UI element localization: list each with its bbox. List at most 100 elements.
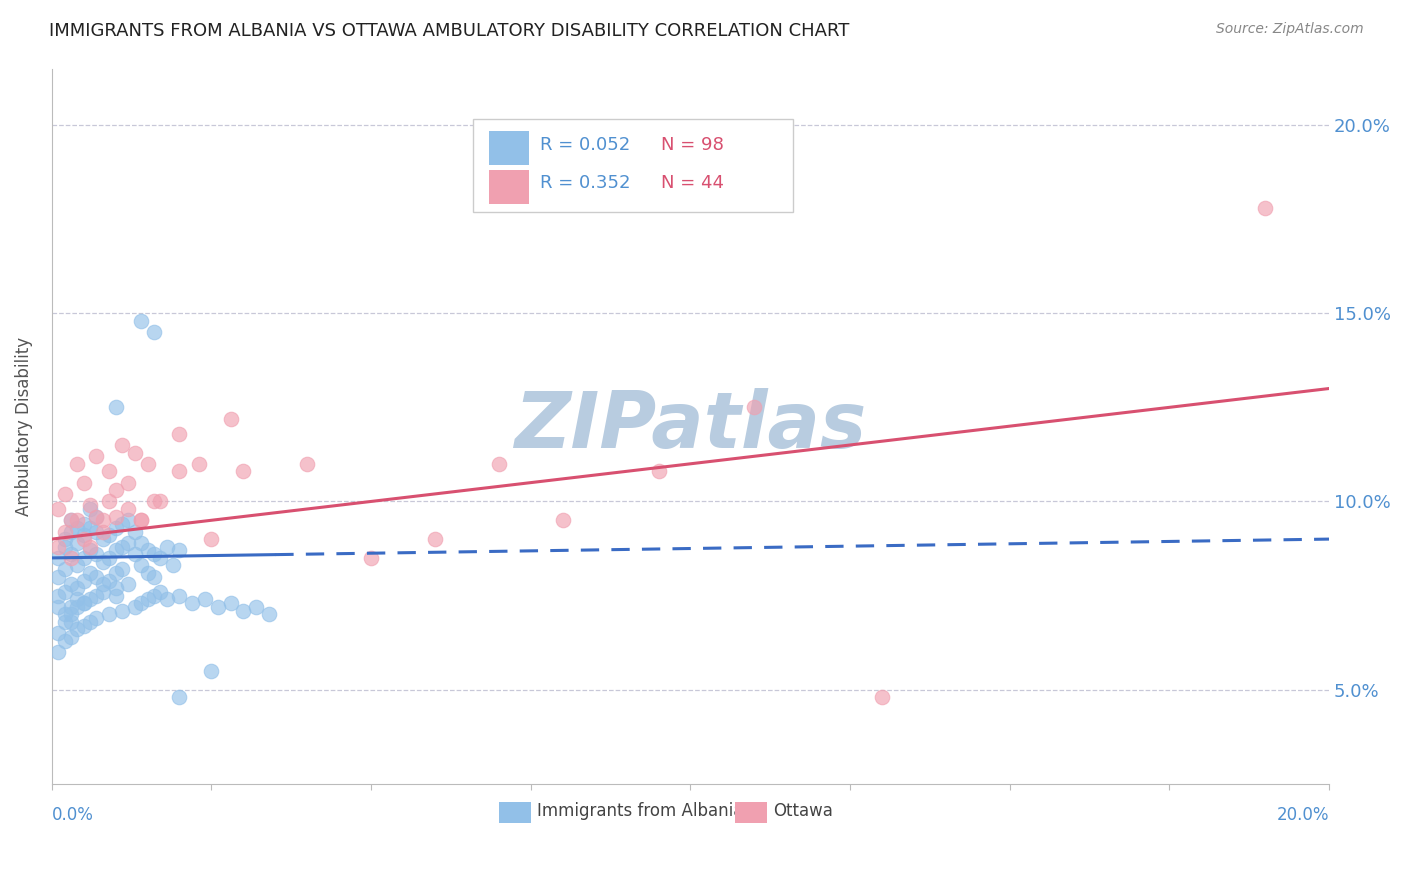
Point (66, 513, 89, 527)
Point (169, 426, 191, 441)
Point (117, 475, 139, 490)
Point (91, 584, 114, 599)
Point (73, 550, 96, 565)
Point (142, 570, 165, 584)
Point (73, 596, 96, 610)
FancyBboxPatch shape (474, 119, 793, 211)
Point (169, 464, 191, 478)
Point (257, 607, 280, 622)
Point (98, 574, 121, 588)
Point (98, 528, 121, 542)
Point (79, 540, 101, 554)
Point (86, 570, 108, 584)
Text: IMMIGRANTS FROM ALBANIA VS OTTAWA AMBULATORY DISABILITY CORRELATION CHART: IMMIGRANTS FROM ALBANIA VS OTTAWA AMBULA… (49, 22, 849, 40)
Point (79, 502, 101, 516)
Point (59, 513, 82, 527)
Point (181, 596, 204, 610)
Point (86, 509, 108, 524)
Point (53, 615, 76, 629)
Point (59, 547, 82, 561)
Point (129, 596, 152, 610)
Text: Immigrants from Albania: Immigrants from Albania (537, 802, 744, 820)
Point (79, 615, 101, 629)
Point (117, 577, 139, 591)
Point (98, 464, 121, 478)
Point (219, 596, 242, 610)
Point (59, 615, 82, 629)
Point (53, 532, 76, 546)
Point (169, 690, 191, 705)
Point (232, 464, 254, 478)
Point (647, 464, 669, 478)
Text: Source: ZipAtlas.com: Source: ZipAtlas.com (1216, 22, 1364, 37)
Point (136, 566, 159, 580)
Point (232, 604, 254, 618)
Point (86, 611, 108, 625)
Point (73, 532, 96, 546)
Point (870, 690, 893, 705)
Point (104, 566, 127, 580)
Point (79, 543, 101, 558)
Text: 0.0%: 0.0% (52, 806, 94, 824)
Point (111, 540, 134, 554)
Point (66, 457, 89, 471)
Point (200, 664, 222, 678)
Point (142, 325, 165, 339)
Point (149, 584, 172, 599)
Point (73, 475, 96, 490)
Point (162, 558, 184, 573)
Point (66, 558, 89, 573)
Point (111, 438, 134, 452)
Point (104, 589, 127, 603)
Point (149, 494, 172, 508)
Point (53, 607, 76, 622)
Point (169, 589, 191, 603)
Point (46, 599, 69, 614)
Y-axis label: Ambulatory Disability: Ambulatory Disability (15, 336, 32, 516)
Point (46, 502, 69, 516)
Point (86, 450, 108, 464)
Point (219, 411, 242, 425)
Point (124, 445, 146, 459)
Point (66, 521, 89, 535)
Point (156, 592, 179, 607)
Point (53, 540, 76, 554)
Text: Ottawa: Ottawa (773, 802, 834, 820)
Point (297, 457, 319, 471)
Point (66, 623, 89, 637)
Point (86, 589, 108, 603)
Point (53, 633, 76, 648)
Point (111, 604, 134, 618)
Text: ZIPatlas: ZIPatlas (515, 388, 866, 464)
Point (59, 550, 82, 565)
Point (104, 483, 127, 497)
Point (53, 487, 76, 501)
Point (200, 532, 222, 546)
Point (59, 630, 82, 644)
Point (117, 513, 139, 527)
Text: R = 0.052: R = 0.052 (540, 136, 630, 154)
Point (104, 401, 127, 415)
Point (360, 550, 382, 565)
Point (73, 528, 96, 542)
Point (124, 524, 146, 539)
Point (86, 547, 108, 561)
Point (129, 314, 152, 328)
Point (1254, 201, 1277, 215)
Point (66, 599, 89, 614)
FancyBboxPatch shape (489, 170, 530, 204)
Point (59, 599, 82, 614)
Point (156, 540, 179, 554)
Point (129, 536, 152, 550)
Point (73, 596, 96, 610)
Point (124, 547, 146, 561)
Point (86, 524, 108, 539)
Point (423, 532, 446, 546)
Point (46, 645, 69, 659)
Point (149, 550, 172, 565)
Point (79, 521, 101, 535)
Point (91, 532, 114, 546)
Point (169, 543, 191, 558)
Point (129, 513, 152, 527)
FancyBboxPatch shape (489, 131, 530, 165)
